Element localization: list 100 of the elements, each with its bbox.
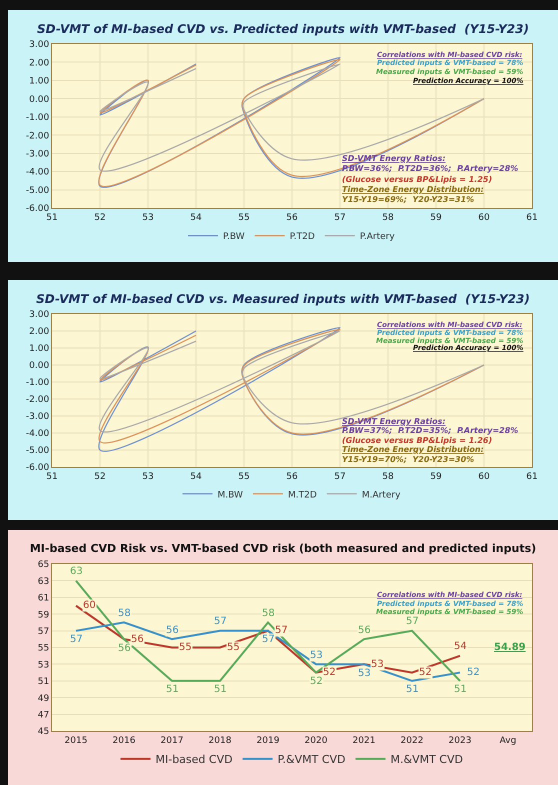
data-label: 53 xyxy=(358,668,371,679)
data-label: 55 xyxy=(227,642,240,653)
data-label: 54 xyxy=(454,641,467,652)
legend-label: P.&VMT CVD xyxy=(278,753,346,766)
data-label: 57 xyxy=(406,616,419,627)
x-tick-label: 2017 xyxy=(160,736,184,746)
x-tick-label: 55 xyxy=(238,472,250,482)
y-tick-label: -6.00 xyxy=(26,463,50,474)
y-tick-label: 0.00 xyxy=(29,361,50,372)
annotation: Time-Zone Energy Distribution: xyxy=(342,445,484,454)
y-tick-label: -1.00 xyxy=(26,378,50,388)
y-tick-label: -1.00 xyxy=(26,113,50,124)
x-tick-label: 51 xyxy=(46,212,58,223)
legend-label: M.&VMT CVD xyxy=(390,753,463,766)
y-tick-label: 47 xyxy=(38,710,50,720)
y-tick-label: 3.00 xyxy=(29,40,50,50)
legend-label: P.T2D xyxy=(290,232,315,242)
data-label: 55 xyxy=(179,642,192,653)
x-tick-label: 2022 xyxy=(400,736,424,746)
x-tick-label: 2019 xyxy=(256,736,280,746)
x-tick-label: 53 xyxy=(142,212,154,223)
y-tick-label: -3.00 xyxy=(26,149,50,160)
annotation: P.BW=37%; P.T2D=35%; P.Artery=28% xyxy=(342,426,518,435)
y-tick-label: -4.00 xyxy=(26,168,50,178)
x-tick-label: 56 xyxy=(286,212,298,223)
y-tick-label: -3.00 xyxy=(26,412,50,422)
x-tick-label: 2015 xyxy=(64,736,88,746)
x-tick-label: 58 xyxy=(382,472,394,482)
data-label: 57 xyxy=(275,625,288,636)
data-label: 56 xyxy=(358,625,371,636)
x-tick-label: 59 xyxy=(430,212,442,223)
data-label: 57 xyxy=(70,634,83,645)
x-tick-label: 53 xyxy=(142,472,154,482)
y-tick-label: 1.00 xyxy=(29,76,50,87)
y-tick-label: 55 xyxy=(38,644,50,654)
legend-label: P.Artery xyxy=(360,232,396,242)
data-label: 56 xyxy=(131,634,144,645)
y-tick-label: 1.00 xyxy=(29,344,50,354)
y-tick-label: 61 xyxy=(38,594,50,604)
x-tick-label: 54 xyxy=(190,212,202,223)
chart-title: MI-based CVD Risk vs. VMT-based CVD risk (both measured and predicted inputs) xyxy=(30,542,536,556)
y-tick-label: -4.00 xyxy=(26,429,50,440)
y-tick-label: -5.00 xyxy=(26,186,50,196)
data-label: 53 xyxy=(310,650,323,661)
y-tick-label: -2.00 xyxy=(26,395,50,406)
x-tick-label: 2016 xyxy=(112,736,136,746)
x-tick-label: Avg xyxy=(500,736,516,746)
data-label: 56 xyxy=(166,625,179,636)
x-tick-label: 61 xyxy=(526,212,538,223)
annotation: Y15-Y19=69%; Y20-Y23=31% xyxy=(342,195,474,204)
x-tick-label: 56 xyxy=(286,472,298,482)
data-label: 53 xyxy=(371,659,384,670)
data-label: 51 xyxy=(454,684,467,695)
data-label: 51 xyxy=(406,684,419,695)
x-tick-label: 2020 xyxy=(304,736,328,746)
data-label: 60 xyxy=(83,600,96,611)
y-tick-label: 51 xyxy=(38,677,50,688)
chart-title: SD-VMT of MI-based CVD vs. Measured inputs with VMT-based (Y15-Y23) xyxy=(36,292,530,306)
x-tick-label: 54 xyxy=(190,472,202,482)
x-tick-label: 57 xyxy=(334,212,346,223)
annotation: P.BW=36%; P.T2D=36%; P.Artery=28% xyxy=(342,164,518,173)
y-tick-label: 65 xyxy=(38,560,50,570)
data-label: 63 xyxy=(70,566,83,577)
y-tick-label: 2.00 xyxy=(29,327,50,338)
y-tick-label: -2.00 xyxy=(26,131,50,142)
legend-label: M.T2D xyxy=(288,490,317,500)
data-label: 51 xyxy=(166,684,179,695)
y-tick-label: 0.00 xyxy=(29,94,50,105)
data-label: 52 xyxy=(419,667,432,678)
annotation: (Glucose versus BP&Lipis = 1.26) xyxy=(342,436,492,445)
annotation: Y15-Y19=70%; Y20-Y23=30% xyxy=(342,455,474,464)
x-tick-label: 58 xyxy=(382,212,394,223)
data-label: 56 xyxy=(118,643,131,654)
x-tick-label: 60 xyxy=(478,212,490,223)
data-label: 57 xyxy=(262,634,275,645)
legend-label: MI-based CVD xyxy=(156,753,233,766)
x-tick-label: 57 xyxy=(334,472,346,482)
annotation: (Glucose versus BP&Lipis = 1.25) xyxy=(342,175,492,184)
x-tick-label: 2018 xyxy=(208,736,232,746)
x-tick-label: 2023 xyxy=(448,736,472,746)
x-tick-label: 60 xyxy=(478,472,490,482)
y-tick-label: 53 xyxy=(38,660,50,670)
data-label: 58 xyxy=(262,608,275,619)
data-label: 52 xyxy=(467,667,480,678)
annotation: 54.89 xyxy=(494,642,526,653)
data-label: 52 xyxy=(310,676,323,687)
x-tick-label: 52 xyxy=(94,212,106,223)
y-tick-label: 2.00 xyxy=(29,58,50,68)
chart-title: SD-VMT of MI-based CVD vs. Predicted inputs with VMT-based (Y15-Y23) xyxy=(37,22,529,36)
y-tick-label: -5.00 xyxy=(26,446,50,456)
y-tick-label: 45 xyxy=(38,727,50,738)
x-tick-label: 59 xyxy=(430,472,442,482)
x-tick-label: 55 xyxy=(238,212,250,223)
data-label: 57 xyxy=(214,616,227,627)
annotation: Time-Zone Energy Distribution: xyxy=(342,185,484,194)
x-tick-label: 2021 xyxy=(352,736,376,746)
data-label: 51 xyxy=(214,684,227,695)
data-label: 58 xyxy=(118,608,131,619)
y-tick-label: 3.00 xyxy=(29,310,50,320)
legend-label: P.BW xyxy=(223,232,245,242)
